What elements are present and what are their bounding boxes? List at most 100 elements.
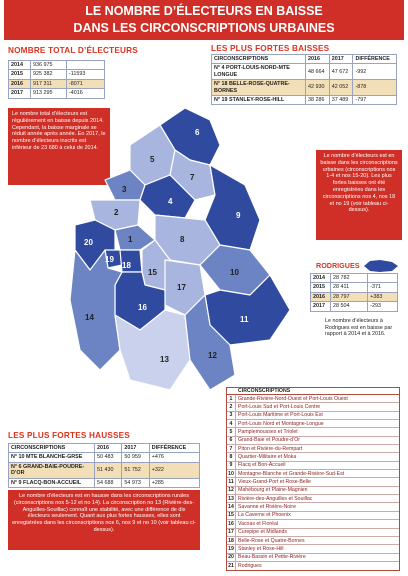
region-13 xyxy=(114,309,191,391)
legend-row: 18 Belle-Rose et Quatre-Bornes xyxy=(227,536,399,546)
table-row: 2015 28 411 -371 xyxy=(310,282,398,293)
legend-row: 6 Grand-Baie et Poudre-d’Or xyxy=(227,436,399,446)
cell-2016: 48 664 xyxy=(305,63,330,81)
legend-number: 9 xyxy=(227,461,236,470)
table-row: 2017 913 295 -4016 xyxy=(8,88,105,99)
legend-name: Vacoas et Floréal xyxy=(238,520,278,527)
col-header: CIRCONSCRIPTIONS xyxy=(8,442,95,454)
cell-year: 2015 xyxy=(310,282,331,293)
cell-2017: 50 959 xyxy=(121,452,150,463)
legend-number: 12 xyxy=(227,486,236,495)
note-total: Le nombre total d’électeurs est régulièr… xyxy=(8,108,110,185)
cell-value: 28 411 xyxy=(329,282,369,293)
table-row: N° 18 BELLE-ROSE-QUATRE-BORNES 42 930 42 0… xyxy=(211,79,397,97)
cell-change: -11593 xyxy=(66,69,105,80)
legend-row: 3 Port-Louis Maritime et Port-Louis Est xyxy=(227,411,399,421)
legend-row: 15 La Caverne et Phoenix xyxy=(227,511,399,521)
legend-number: 1 xyxy=(227,395,236,403)
legend-row: 7 Piton et Rivière-du-Rempart xyxy=(227,445,399,454)
legend-row: 16 Vacoas et Floréal xyxy=(227,520,399,529)
table-row: 2016 28 797 +383 xyxy=(310,291,398,303)
legend-number: 3 xyxy=(227,411,236,420)
cell-name: N° 19 STANLEY-ROSE-HILL xyxy=(211,95,306,106)
cell-name: N° 9 FLACQ-BON-ACCUEIL xyxy=(8,477,95,489)
legend-header: CIRCONSCRIPTIONS xyxy=(227,388,399,395)
col-header: 2017 xyxy=(328,53,354,65)
cell-change: -371 xyxy=(367,282,398,293)
map-label-11: 11 xyxy=(240,315,249,324)
map-label-3: 3 xyxy=(122,185,127,194)
table-row: N° 10 MTE BLANCHE-GRSE 50 483 50 959 +476 xyxy=(8,452,201,463)
legend-number: 7 xyxy=(227,445,236,453)
legend-number: 11 xyxy=(227,478,236,486)
legend-number: 20 xyxy=(227,553,236,561)
table-row: 2015 925 382 -11593 xyxy=(8,69,105,80)
cell-value: 936 975 xyxy=(30,59,67,71)
cell-value: 28 504 xyxy=(329,301,369,312)
legend-name: Montagne-Blanche et Grande-Rivière-Sud-E… xyxy=(238,470,345,477)
legend-row: 1 Grande-Rivière-Nord-Ouest et Port-Louis… xyxy=(227,395,399,404)
legend-name: Port-Louis Nord et Montagne-Longue xyxy=(238,420,324,427)
col-header: DIFFÉRENCE xyxy=(352,53,397,65)
region-1 xyxy=(114,224,156,251)
cell-2017: 54 973 xyxy=(121,477,150,489)
cell-name: N° 10 MTE BLANCHE-GRSE xyxy=(8,452,95,463)
cell-change: +383 xyxy=(367,291,398,303)
legend-number: 15 xyxy=(227,511,236,520)
legend-row: 13 Rivière-des-Anguilles et Souillac xyxy=(227,495,399,504)
legend-name: Savanne et Rivière-Noire xyxy=(238,504,296,511)
map-label-1: 1 xyxy=(128,235,133,244)
legend-row: 14 Savanne et Rivière-Noire xyxy=(227,503,399,512)
cell-diff: -878 xyxy=(352,79,397,97)
legend-header-label: CIRCONSCRIPTIONS xyxy=(238,388,291,394)
legend-number: 19 xyxy=(227,545,236,553)
legend-row: 5 Pamplemousses et Triolet xyxy=(227,428,399,437)
legend-number: 10 xyxy=(227,470,236,478)
note-hausses: Le nombre d’électeurs est en hausse dans… xyxy=(8,490,200,550)
col-header: CIRCONSCRIPTIONS xyxy=(211,53,306,65)
legend-name: La Caverne et Phoenix xyxy=(238,512,291,519)
cell-value: 28 782 xyxy=(329,272,369,284)
cell-2017: 47 672 xyxy=(328,63,354,81)
cell-change: -8071 xyxy=(66,78,105,90)
legend-number: 17 xyxy=(227,528,236,536)
table-row: N° 4 PORT-LOUIS-NORD-MTE LONGUE 48 664 47 … xyxy=(211,63,397,81)
legend-number: 4 xyxy=(227,420,236,428)
cell-2017: 37 489 xyxy=(328,95,354,106)
cell-2016: 54 688 xyxy=(93,477,123,489)
legend-number: 14 xyxy=(227,503,236,511)
cell-diff: +476 xyxy=(148,452,201,463)
legend-name: Curepipe et Midlands xyxy=(238,529,288,536)
legend-number: 16 xyxy=(227,520,236,528)
table-row: N° 6 GRAND-BAIE-POUDRE-D’OR 51 430 51 752 +… xyxy=(8,461,201,479)
cell-value: 28 797 xyxy=(329,291,369,303)
map-label-8: 8 xyxy=(180,235,185,244)
baisses-title: LES PLUS FORTES BAISSES xyxy=(211,44,330,53)
map-label-9: 9 xyxy=(236,211,241,220)
title-line-2: DANS LES CIRCONSCRIPTIONS URBAINES xyxy=(73,21,335,35)
legend-number: 13 xyxy=(227,495,236,503)
legend-row: 20 Beau-Bassin et Petite-Rivière xyxy=(227,553,399,562)
region-14 xyxy=(69,249,123,371)
col-header: 2016 xyxy=(305,53,330,65)
title-line-1: LE NOMBRE D’ÉLECTEURS EN BAISSE xyxy=(85,4,323,18)
cell-year: 2016 xyxy=(310,291,331,303)
table-row: N° 19 STANLEY-ROSE-HILL 38 286 37 489 -797 xyxy=(211,95,397,106)
cell-change xyxy=(367,272,398,284)
note-baisses: Le nombre d’électeurs est en baisse dans… xyxy=(316,150,402,240)
legend-name: Belle-Rose et Quatre-Bornes xyxy=(238,537,305,544)
legend-row: 19 Stanley et Rose-Hill xyxy=(227,545,399,554)
total-title: NOMBRE TOTAL D’ÉLECTEURS xyxy=(8,46,138,55)
table-row: 2014 936 975 xyxy=(8,59,105,71)
map-label-5: 5 xyxy=(150,155,155,164)
cell-year: 2014 xyxy=(8,59,31,71)
rodrigues-title: RODRIGUES xyxy=(316,261,360,270)
baisses-table: CIRCONSCRIPTIONS 2016 2017 DIFFÉRENCE N° 4 … xyxy=(211,53,397,106)
legend-row: 10 Montagne-Blanche et Grande-Rivière-Sud… xyxy=(227,470,399,479)
title-banner: LE NOMBRE D’ÉLECTEURS EN BAISSE DANS LES… xyxy=(4,0,404,40)
cell-2017: 51 752 xyxy=(121,461,150,479)
map-label-10: 10 xyxy=(230,268,239,277)
cell-name: N° 4 PORT-LOUIS-NORD-MTE LONGUE xyxy=(211,63,306,81)
legend-row: 8 Quartier-Militaire et Moka xyxy=(227,453,399,462)
map-label-15: 15 xyxy=(148,268,157,277)
